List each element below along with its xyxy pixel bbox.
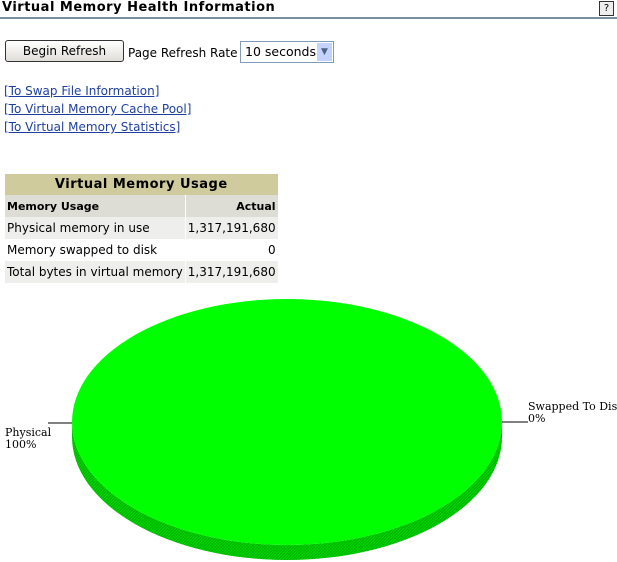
memory-pie-chart: Physical 100% Swapped To Disk 0% <box>5 299 617 560</box>
row-label: Memory swapped to disk <box>7 243 158 257</box>
pie-slice-physical <box>72 299 502 545</box>
table-caption: Virtual Memory Usage <box>5 174 278 195</box>
link-vm-statistics[interactable]: [To Virtual Memory Statistics] <box>4 120 181 134</box>
refresh-rate-label: Page Refresh Rate <box>128 46 238 60</box>
label-swapped: Swapped To Disk <box>528 400 617 413</box>
table-row: Total bytes in virtual memory 1,317,191,… <box>5 261 278 283</box>
row-value: 0 <box>267 243 276 257</box>
link-swap-file-info[interactable]: [To Swap File Information] <box>4 84 160 98</box>
row-value: 1,317,191,680 <box>185 261 278 283</box>
label-swapped-percent: 0% <box>528 412 545 425</box>
chevron-down-icon[interactable]: ▼ <box>317 43 332 61</box>
table-row: Physical memory in use 1,317,191,680 <box>5 217 278 239</box>
help-icon[interactable]: ? <box>599 1 614 16</box>
row-value: 1,317,191,680 <box>185 217 278 239</box>
begin-refresh-button[interactable]: Begin Refresh <box>5 40 124 62</box>
label-physical-percent: 100% <box>5 438 36 451</box>
table-row: Memory swapped to disk 0 <box>5 239 278 261</box>
link-cache-pool[interactable]: [To Virtual Memory Cache Pool] <box>4 102 192 116</box>
row-label: Physical memory in use <box>5 217 185 239</box>
column-header: Actual <box>185 195 278 217</box>
refresh-rate-select[interactable]: 10 seconds ▼ <box>240 41 334 63</box>
column-header: Memory Usage <box>5 195 185 217</box>
label-physical: Physical <box>5 426 52 439</box>
row-label: Total bytes in virtual memory <box>5 261 185 283</box>
page-title: Virtual Memory Health Information <box>2 0 276 15</box>
virtual-memory-usage-table: Virtual Memory Usage Memory Usage Actual… <box>4 174 279 283</box>
refresh-rate-value: 10 seconds <box>245 44 316 59</box>
title-bar: Virtual Memory Health Information ? <box>0 0 617 19</box>
